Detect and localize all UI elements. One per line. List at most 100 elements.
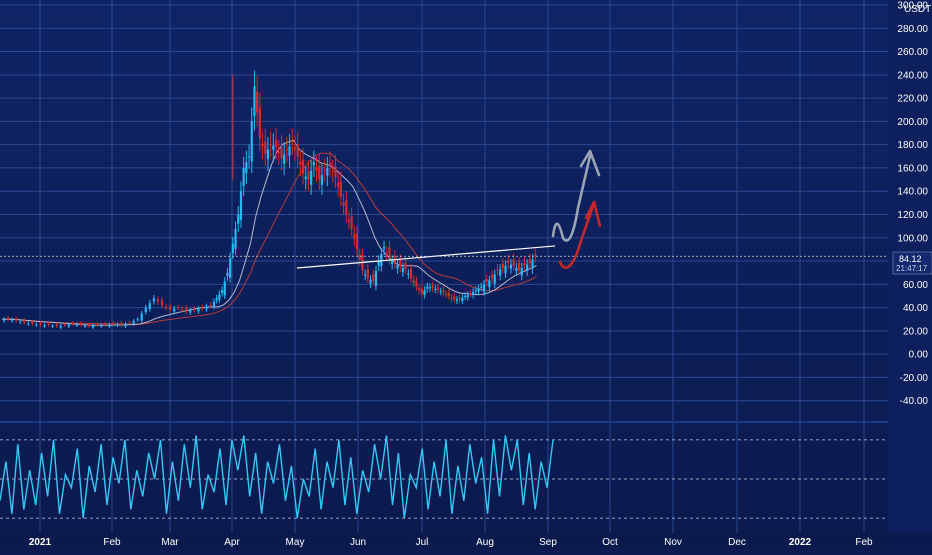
candle-body [96, 324, 99, 326]
candle-body [350, 216, 353, 229]
candle-body [92, 325, 95, 328]
candle-body [315, 167, 318, 171]
price-tick-label: 280.00 [897, 24, 928, 35]
candle-body [423, 290, 426, 296]
candle-body [201, 307, 204, 309]
projection-arrow-up-red [558, 204, 595, 269]
candle-body [272, 145, 275, 150]
candle-body [223, 281, 226, 296]
candle-body [181, 308, 184, 310]
candle-body [301, 159, 305, 174]
candle-body [504, 265, 507, 274]
time-axis-bg[interactable] [0, 533, 888, 550]
candle-body [480, 286, 483, 288]
candle-body [312, 162, 315, 166]
candle-body [293, 147, 297, 150]
candle-body [526, 264, 529, 271]
candle-body [345, 200, 348, 215]
candle-body [528, 259, 531, 264]
candle-body [453, 296, 456, 300]
price-tick-label: 40.00 [903, 303, 928, 314]
arrowhead-gray [579, 149, 601, 177]
price-tick-label: 240.00 [897, 70, 928, 81]
price-tick-label: 180.00 [897, 140, 928, 151]
candle-body [288, 146, 291, 156]
candle-body [87, 324, 91, 327]
candle-body [277, 152, 280, 154]
candle-body [205, 306, 208, 309]
candle-body [264, 141, 267, 154]
candle-body [531, 259, 534, 269]
candle-body [269, 144, 272, 146]
candle-body [83, 325, 87, 327]
candle-body [104, 323, 107, 326]
candle-body [6, 317, 10, 320]
candle-body [334, 166, 337, 178]
candle-body [299, 161, 302, 166]
candle-body [337, 182, 340, 188]
overlays [0, 149, 888, 269]
candle-body [482, 284, 486, 292]
candle-body [496, 269, 499, 271]
candle-body [320, 174, 324, 185]
candle-body [71, 323, 74, 325]
candle-body [197, 308, 200, 312]
candle-body [242, 167, 245, 186]
candle-body [442, 289, 445, 293]
candle-body [168, 306, 172, 310]
candle-body [412, 279, 415, 283]
price-tick-label: 300.00 [897, 1, 928, 12]
time-tick-label: 2021 [29, 537, 52, 548]
candle-body [152, 298, 155, 302]
candle-body [144, 307, 147, 313]
candle-body [355, 233, 359, 250]
candle-body [431, 285, 434, 288]
candle-body [523, 262, 526, 266]
candle-body [2, 319, 6, 321]
candle-body [75, 324, 79, 326]
candle-body [490, 275, 494, 279]
candle-body [374, 270, 378, 287]
candle-body [358, 254, 361, 260]
candle-body [342, 202, 345, 206]
candle-body [239, 191, 243, 220]
candle-body [132, 320, 135, 325]
candle-body [382, 247, 386, 249]
candle-body [455, 299, 459, 301]
candle-body [218, 294, 221, 300]
pane-separator [0, 421, 888, 423]
candle-body [512, 259, 515, 266]
candle-body [377, 261, 380, 266]
grid [0, 0, 888, 533]
candle-body [31, 321, 34, 324]
candle-body [307, 171, 310, 180]
candle-body [469, 293, 472, 295]
price-tick-label: 60.00 [903, 280, 928, 291]
price-tick-label: -40.00 [900, 396, 929, 407]
candle-body [120, 323, 123, 326]
candle-body [380, 254, 383, 267]
time-tick-label: 2022 [789, 537, 812, 548]
candle-body [43, 325, 46, 327]
candle-body [280, 147, 283, 159]
time-tick-label: Feb [103, 537, 121, 548]
candles [2, 70, 537, 330]
candle-body [366, 269, 369, 279]
candle-body [19, 321, 22, 323]
candle-body [185, 307, 188, 312]
candle-body [231, 243, 234, 253]
candle-body [285, 149, 288, 151]
candle-body [474, 290, 477, 292]
candle-body [385, 252, 388, 254]
time-tick-label: Dec [728, 537, 746, 548]
arrowhead-red [584, 200, 602, 228]
candle-body [160, 300, 164, 306]
candle-body [466, 294, 469, 298]
candle-body [328, 162, 332, 166]
candle-body [274, 140, 278, 147]
candle-body [177, 307, 180, 309]
candle-body [266, 149, 270, 160]
